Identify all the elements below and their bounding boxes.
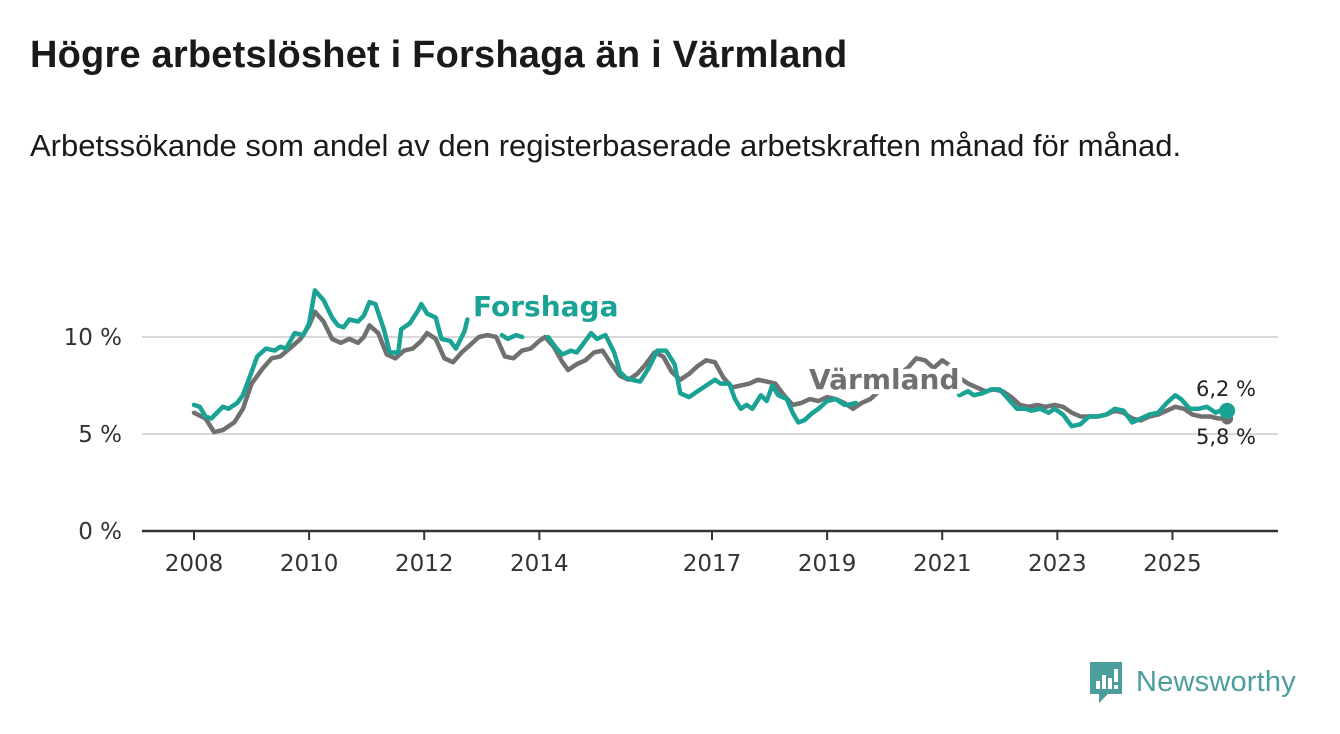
y-tick-label: 10 %: [64, 325, 122, 351]
chart-subtitle: Arbetssökande som andel av den registerb…: [30, 128, 1182, 163]
series-line-forshaga-seg-5: [951, 381, 1230, 429]
x-tick-label: 2023: [1028, 551, 1087, 577]
x-tick-label: 2021: [913, 551, 972, 577]
x-tick-label: 2025: [1143, 551, 1202, 577]
x-tick-label: 2012: [395, 551, 454, 577]
x-tick-label: 2014: [510, 551, 569, 577]
newsworthy-logo-icon: [1090, 662, 1122, 703]
x-tick-label: 2019: [798, 551, 857, 577]
y-tick-label: 5 %: [78, 422, 122, 448]
x-tick-label: 2017: [683, 551, 742, 577]
series-line-forshaga-seg-3: [545, 330, 847, 425]
series-line-forshaga-seg-2: [499, 332, 525, 342]
series-layer: [191, 288, 1236, 435]
end-marker-forshaga: [1219, 402, 1236, 419]
series-label-forshaga: Forshaga: [473, 290, 618, 323]
page-title: Högre arbetslöshet i Forshaga än i Värml…: [30, 34, 848, 76]
brand-logo[interactable]: Newsworthy: [1088, 660, 1296, 704]
label-layer: Forshaga Värmland 6,2 % 5,8 %: [468, 285, 1256, 449]
axis-layer: 0 % 5 % 10 % 2008 2010 2012 2014 2017 2019 2021 20…: [64, 325, 1278, 577]
series-line-forshaga-seg-1: [191, 288, 470, 421]
x-tick-label: 2010: [280, 551, 339, 577]
series-line-forshaga-seg-4: [845, 400, 859, 408]
series-line-varmland: [191, 309, 1230, 435]
x-tick-label: 2008: [165, 551, 224, 577]
end-label-forshaga: 6,2 %: [1196, 377, 1256, 401]
end-label-varmland: 5,8 %: [1196, 425, 1256, 449]
y-tick-label: 0 %: [78, 519, 122, 545]
series-label-varmland: Värmland: [809, 363, 960, 396]
brand-name: Newsworthy: [1136, 665, 1296, 698]
